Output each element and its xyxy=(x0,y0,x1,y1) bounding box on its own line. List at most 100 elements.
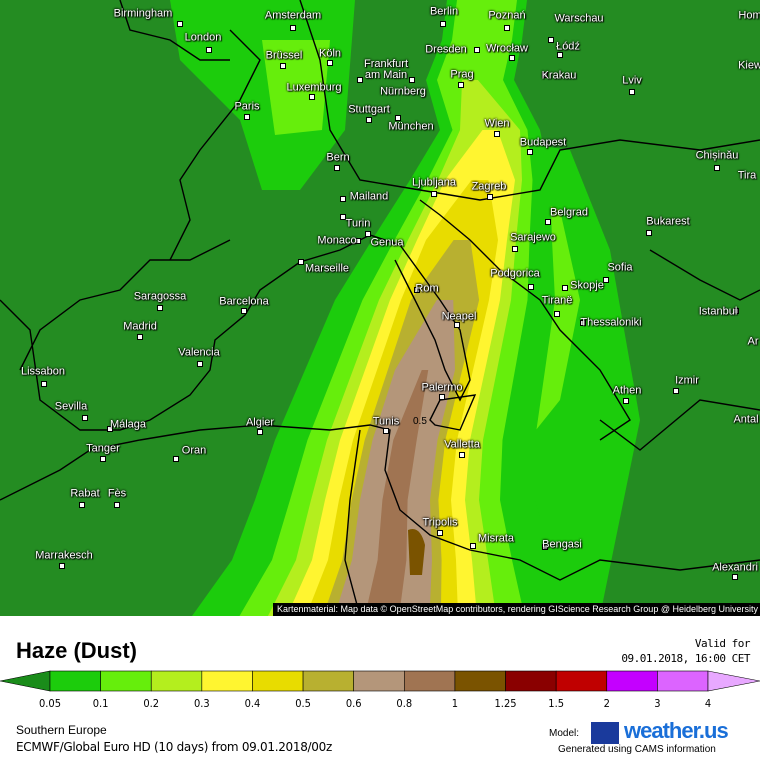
city-label: Rabat xyxy=(70,487,100,500)
city-label: Berlin xyxy=(429,5,459,18)
city-label: Antal xyxy=(733,413,759,426)
city-marker xyxy=(542,72,548,78)
city-marker xyxy=(383,428,389,434)
city-marker xyxy=(623,398,629,404)
dust-area-west-inner xyxy=(262,40,330,135)
city-label: Algier xyxy=(245,416,275,429)
city-marker xyxy=(629,89,635,95)
city-label: Luxemburg xyxy=(286,81,342,94)
city-label: Tanger xyxy=(86,442,120,455)
model-label: Model: xyxy=(549,728,580,739)
city-label: Genua xyxy=(370,236,404,249)
city-marker xyxy=(59,563,65,569)
dust-map[interactable]: Birmingham London Amsterdam Berlin Poznań War… xyxy=(0,0,760,616)
city-label: Köln xyxy=(318,47,342,60)
city-label: Tripolis xyxy=(422,516,458,529)
city-marker xyxy=(440,21,446,27)
city-marker xyxy=(458,82,464,88)
weather-us-logo[interactable]: weather.us xyxy=(624,718,729,743)
scale-tick-label: 0.1 xyxy=(92,697,109,710)
city-marker xyxy=(646,230,652,236)
scale-tick-label: 1.25 xyxy=(494,697,517,710)
city-label: Tiranë xyxy=(541,294,573,307)
city-marker xyxy=(409,77,415,83)
city-marker xyxy=(137,334,143,340)
city-marker xyxy=(509,55,515,61)
scale-segment xyxy=(49,670,101,692)
city-label: Dresden xyxy=(425,43,467,56)
city-marker xyxy=(562,285,568,291)
city-label: Bukarest xyxy=(646,215,690,228)
city-label: Fès xyxy=(107,487,127,500)
city-marker xyxy=(257,429,263,435)
city-marker xyxy=(41,381,47,387)
city-label: Budapest xyxy=(519,136,567,149)
scale-segment xyxy=(657,670,709,692)
city-marker xyxy=(173,456,179,462)
city-label: Madrid xyxy=(123,320,157,333)
city-marker xyxy=(340,196,346,202)
city-label: Málaga xyxy=(109,418,147,431)
city-label: Prag xyxy=(450,68,474,81)
map-title: Haze (Dust) xyxy=(16,638,138,663)
scale-segment xyxy=(201,670,253,692)
city-label: Skopje xyxy=(570,279,604,292)
scale-tick-label: 0.5 xyxy=(295,697,311,710)
coastline-6 xyxy=(119,0,230,61)
city-marker xyxy=(554,311,560,317)
city-label: Paris xyxy=(234,100,260,113)
city-marker xyxy=(528,284,534,290)
city-marker xyxy=(470,543,476,549)
city-marker xyxy=(327,60,333,66)
scale-segment xyxy=(100,670,152,692)
coastline-4 xyxy=(169,29,261,261)
city-marker xyxy=(494,131,500,137)
city-marker xyxy=(474,47,480,53)
city-marker xyxy=(365,231,371,237)
city-marker xyxy=(290,25,296,31)
city-label: Ar xyxy=(747,335,759,348)
scale-tick-label: 0.2 xyxy=(143,697,160,710)
city-marker xyxy=(334,165,340,171)
scale-segment xyxy=(404,670,456,692)
coastline-10 xyxy=(649,249,760,301)
city-label: Palermo xyxy=(421,381,463,394)
city-marker xyxy=(439,394,445,400)
city-label: Marseille xyxy=(304,262,350,275)
city-label: Oran xyxy=(181,444,207,457)
city-label: Hom xyxy=(738,9,760,22)
city-label: Marrakesch xyxy=(35,549,93,562)
scale-tick-label: 0.05 xyxy=(38,697,62,710)
city-label: Podgorica xyxy=(490,267,540,280)
city-marker xyxy=(714,165,720,171)
city-marker xyxy=(733,308,739,314)
city-marker xyxy=(241,308,247,314)
city-marker xyxy=(107,426,113,432)
coastline-1 xyxy=(429,394,477,431)
city-label: Birmingham xyxy=(113,7,173,20)
city-marker xyxy=(309,94,315,100)
city-label: Poznań xyxy=(488,9,526,22)
city-marker xyxy=(487,194,493,200)
cams-credit: Generated using CAMS information xyxy=(558,744,716,755)
city-label: Valletta xyxy=(444,438,480,451)
city-marker xyxy=(395,115,401,121)
color-scale-bar xyxy=(0,670,760,692)
coastline-3 xyxy=(0,424,760,581)
city-marker xyxy=(545,219,551,225)
city-marker xyxy=(603,277,609,283)
city-marker xyxy=(732,574,738,580)
valid-for-label: Valid for xyxy=(694,637,751,650)
coastline-9 xyxy=(599,399,760,451)
city-label: Frankfurt am Main xyxy=(363,58,409,81)
scale-segment xyxy=(353,670,405,692)
scale-tick-label: 0.6 xyxy=(345,697,362,710)
city-label: Athen xyxy=(612,384,642,397)
city-marker xyxy=(114,502,120,508)
city-marker xyxy=(504,25,510,31)
city-label: Alexandri xyxy=(712,561,758,574)
city-label: Wien xyxy=(484,117,510,130)
city-label: Barcelona xyxy=(219,295,269,308)
city-label: Kiew xyxy=(738,59,760,72)
city-label: Bern xyxy=(326,151,350,164)
